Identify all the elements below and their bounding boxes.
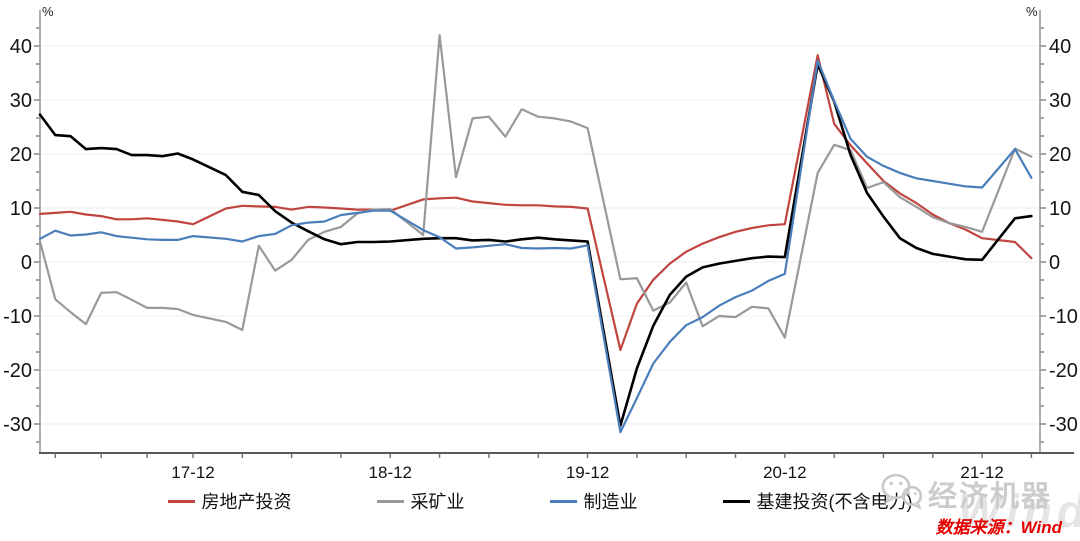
y-axis-label-left: 30 [10,90,32,112]
series-line-real-estate [38,54,1033,352]
y-axis-label-right: 0 [1049,252,1060,274]
legend-swatch-mining [376,499,404,503]
y-axis-label-left: -10 [3,306,32,328]
y-axis-label-right: 30 [1049,90,1071,112]
y-axis-label-right: -20 [1049,360,1078,382]
legend-label-infrastructure: 基建投资(不含电力) [756,492,913,512]
y-axis-label-right: 10 [1049,198,1071,220]
wechat-icon [879,472,923,515]
legend-label-real-estate: 房地产投资 [201,492,292,512]
legend-swatch-real-estate [167,499,195,503]
x-axis-label: 18-12 [369,463,412,482]
brand-watermark: 经济机器 [879,472,1052,515]
legend-swatch-manufacturing [549,499,577,503]
y-axis-label-right: -10 [1049,306,1078,328]
y-axis-label-left: -20 [3,360,32,382]
left-axis-unit-label: % [42,4,54,19]
y-axis-label-left: 40 [10,36,32,58]
y-axis-label-right: 20 [1049,144,1071,166]
legend-label-mining: 采矿业 [410,492,465,512]
x-axis-label: 19-12 [566,463,609,482]
legend-item-real-estate: 房地产投资 [167,488,292,514]
y-axis-label-left: -30 [3,414,32,436]
legend-item-infrastructure: 基建投资(不含电力) [722,488,913,514]
legend-swatch-infrastructure [722,499,750,503]
y-axis-label-left: 10 [10,198,32,220]
series-line-mining [38,34,1033,339]
y-axis-label-right: 40 [1049,36,1071,58]
legend-item-manufacturing: 制造业 [549,488,638,514]
data-source-note: 数据来源：Wind [935,518,1062,537]
y-axis-label-right: -30 [1049,414,1078,436]
y-axis-label-left: 20 [10,144,32,166]
y-axis-label-left: 0 [21,252,32,274]
series-line-infrastructure [38,63,1033,427]
right-axis-unit-label: % [1026,4,1038,19]
wind-watermark: Wind [958,485,1080,537]
x-axis-label: 17-12 [171,463,214,482]
legend-item-mining: 采矿业 [376,488,465,514]
x-axis-label: 20-12 [763,463,806,482]
series-line-manufacturing [38,59,1033,434]
brand-watermark-text: 经济机器 [927,480,1052,513]
x-axis-label: 21-12 [960,463,1003,482]
legend-label-manufacturing: 制造业 [583,492,638,512]
legend: 房地产投资 采矿业 制造业 基建投资(不含电力) [0,489,1080,513]
